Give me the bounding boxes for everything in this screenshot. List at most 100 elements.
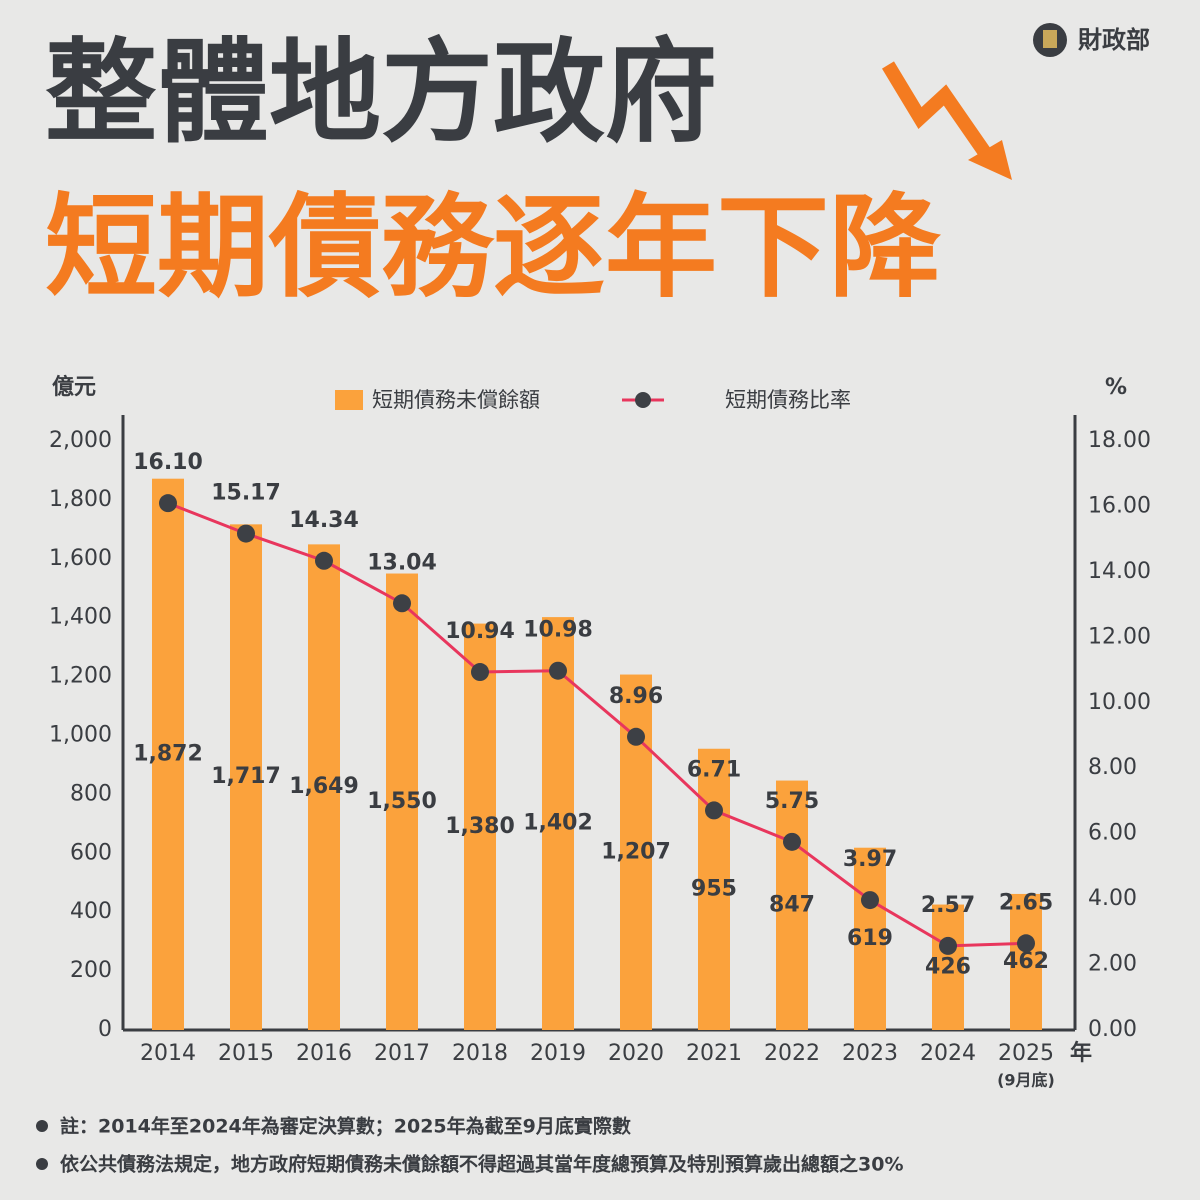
y2-tick-label: 12.00 [1088,624,1151,649]
ratio-dot [549,661,567,680]
ratio-value-label: 2.65 [999,890,1053,915]
bar [152,478,184,1030]
ratio-dot [159,494,177,513]
ratio-line [167,501,1027,948]
y-tick-label: 200 [70,958,112,983]
y-tick-label: 1,800 [49,487,112,512]
logo-icon-inner [1043,30,1057,48]
y2-tick-label: 10.00 [1088,690,1151,715]
ratio-value-label: 6.71 [687,757,741,782]
ratio-dot [1017,934,1035,953]
x-tick-label: 2014 [140,1041,196,1066]
legend-swatch [335,390,363,410]
bar [854,847,886,1030]
legend-dot [635,392,651,408]
down-arrow [882,61,996,164]
bar-value-label: 462 [1003,949,1049,974]
y2-tick-label: 18.00 [1088,428,1151,453]
bar-value-label: 1,550 [367,789,437,814]
bullet [36,1120,48,1132]
bar [776,780,808,1030]
y-tick-label: 600 [70,840,112,865]
ratio-value-label: 8.96 [609,684,663,709]
bar-value-label: 1,380 [445,814,515,839]
x-tick-label: 2023 [842,1041,898,1066]
bar-value-label: 955 [691,876,737,901]
y-tick-label: 1,600 [49,546,112,571]
y-tick-label: 2,000 [49,428,112,453]
x-tick-label: 2017 [374,1041,430,1066]
bar [464,623,496,1030]
ratio-dot [315,551,333,570]
ratio-value-label: 10.98 [523,618,593,643]
ratio-dot [393,594,411,613]
bullet [36,1158,48,1170]
bar-value-label: 1,872 [133,741,203,766]
ratio-dot [237,524,255,543]
x-tick-label: 2016 [296,1041,352,1066]
ratio-value-label: 10.94 [445,619,515,644]
ratio-value-label: 14.34 [289,508,359,533]
bar [542,617,574,1030]
legend-label: 短期債務未償餘額 [372,388,540,412]
y2-tick-label: 14.00 [1088,559,1151,584]
y-tick-label: 1,400 [49,605,112,630]
x-tick-label: 2024 [920,1041,976,1066]
bar-value-label: 847 [769,892,815,917]
bar-value-label: 1,207 [601,839,671,864]
title-line: 短期債務逐年下降 [45,183,941,313]
y2-tick-label: 6.00 [1088,821,1137,846]
bar [698,748,730,1030]
bar [932,904,964,1030]
down-arrow-head [968,140,1012,180]
bar [1010,893,1042,1030]
y2-tick-label: 8.00 [1088,755,1137,780]
y-tick-label: 400 [70,899,112,924]
ratio-value-label: 13.04 [367,550,437,575]
ratio-value-label: 15.17 [211,481,281,506]
bar-value-label: 1,717 [211,764,281,789]
note: 註：2014年至2024年為審定決算數；2025年為截至9月底實際數 [60,1115,631,1138]
y2-tick-label: 2.00 [1088,952,1137,977]
ratio-value-label: 2.57 [921,893,975,918]
y-tick-label: 1,000 [49,723,112,748]
y2-tick-label: 4.00 [1088,886,1137,911]
ratio-value-label: 3.97 [843,847,897,872]
x-tick-label: 2015 [218,1041,274,1066]
legend-label: 短期債務比率 [725,388,851,412]
title-line: 整體地方政府 [45,28,717,158]
y-tick-label: 0 [98,1017,112,1042]
y2-tick-label: 16.00 [1088,493,1151,518]
y-tick-label: 800 [70,781,112,806]
note: 依公共債務法規定，地方政府短期債務未償餘額不得超過其當年度總預算及特別預算歲出總… [60,1153,903,1176]
x-tick-label: 2025 [998,1041,1054,1066]
x-tick-label: 2019 [530,1041,586,1066]
ratio-dot [471,663,489,682]
x-tick-label: 2018 [452,1041,508,1066]
bar [230,524,262,1030]
logo-text: 財政部 [1078,26,1150,54]
ratio-dot [861,891,879,910]
x-tick-label: 2020 [608,1041,664,1066]
ratio-dot [783,832,801,851]
ratio-dot [705,801,723,820]
x-tick-label: 2021 [686,1041,742,1066]
y-axis-title: 億元 [52,374,96,400]
bar-value-label: 1,649 [289,774,359,799]
bar-value-label: 619 [847,926,893,951]
y2-tick-label: 0.00 [1088,1017,1137,1042]
y2-axis-title: % [1105,375,1127,400]
y-tick-label: 1,200 [49,664,112,689]
ratio-dot [627,727,645,746]
ratio-value-label: 16.10 [133,450,203,475]
bar-value-label: 426 [925,954,971,979]
chart: 億元 % 年 0 200 400 600 800 1,000 1,200 1,400 1,600 1,8… [49,374,1151,1090]
x-tick-label: 2022 [764,1041,820,1066]
category-note: (9月底) [997,1071,1055,1090]
bar [386,573,418,1030]
ratio-dot [939,936,957,955]
bar [308,544,340,1030]
bar-value-label: 1,402 [523,811,593,836]
